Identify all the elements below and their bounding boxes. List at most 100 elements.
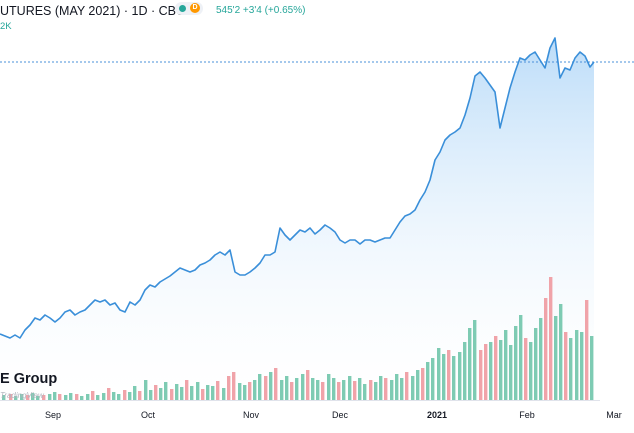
volume-bar (20, 394, 24, 400)
volume-bar (473, 320, 477, 400)
volume-bar (201, 389, 205, 400)
volume-bar (170, 389, 174, 400)
volume-bar (569, 338, 573, 400)
volume-bar (9, 394, 13, 400)
volume-bar (494, 336, 498, 400)
volume-bar (311, 378, 315, 400)
volume-bar (514, 326, 518, 400)
time-axis-label: 2021 (427, 410, 447, 420)
volume-bar (159, 388, 163, 400)
volume-bar (499, 340, 503, 400)
volume-bar (274, 368, 278, 400)
volume-bar (190, 386, 194, 400)
volume-bar (554, 316, 558, 400)
volume-bar (539, 318, 543, 400)
volume-bar (504, 330, 508, 400)
time-axis-label: Nov (243, 410, 260, 420)
delayed-data-icon: D (190, 3, 200, 13)
volume-bar (575, 330, 579, 400)
chart-header: UTURES (MAY 2021) · 1D · CBOT D 545'2 +3… (0, 0, 634, 40)
volume-bar (358, 378, 362, 400)
volume-bar (585, 300, 589, 400)
volume-bar (458, 352, 462, 400)
volume-bar (211, 386, 215, 400)
volume-bar (337, 382, 341, 400)
volume-bar (411, 376, 415, 400)
volume-bar (75, 394, 79, 400)
volume-bar (196, 382, 200, 400)
volume-bar (117, 394, 121, 400)
volume-bar (164, 382, 168, 400)
volume-bar (363, 384, 367, 400)
volume-bar (437, 348, 441, 400)
volume-bar (369, 380, 373, 400)
volume-bar (238, 383, 242, 400)
volume-bar (549, 277, 553, 400)
volume-bar (519, 315, 523, 400)
volume-bar (175, 384, 179, 400)
volume-bar (48, 394, 52, 400)
volume-bar (280, 380, 284, 400)
time-axis-label: Mar (606, 410, 622, 420)
volume-bar (248, 382, 252, 400)
volume-bar (348, 376, 352, 400)
volume-bar (529, 342, 533, 400)
volume-bar (112, 392, 116, 400)
volume-bar (290, 382, 294, 400)
volume-bar (479, 350, 483, 400)
time-axis-label: Feb (519, 410, 535, 420)
volume-bar (384, 378, 388, 400)
volume-bar (447, 350, 451, 400)
volume-bar (42, 395, 46, 400)
volume-bar (400, 378, 404, 400)
volume-bar (80, 396, 84, 400)
volume-bar (484, 344, 488, 400)
volume-bar (321, 382, 325, 400)
price-line (0, 37, 595, 339)
price-area (0, 38, 594, 400)
volume-bar (285, 376, 289, 400)
volume-bar (58, 394, 62, 400)
volume-bar (206, 385, 210, 400)
tradingview-logo: TradingView (0, 391, 44, 400)
volume-bar (222, 388, 226, 400)
volume-bar (463, 342, 467, 400)
volume-bar (36, 396, 40, 400)
volume-bar (442, 354, 446, 400)
volume-bar (269, 372, 273, 400)
volume-bar (295, 378, 299, 400)
volume-bar (154, 385, 158, 400)
volume-bar (53, 392, 57, 400)
volume-bar (431, 358, 435, 400)
volume-bar (149, 390, 153, 400)
volume-bar (390, 380, 394, 400)
volume-bar (2, 395, 6, 400)
volume-bar (395, 374, 399, 400)
price-area-fill (0, 38, 594, 400)
volume-bar (452, 356, 456, 400)
volume-bar (564, 332, 568, 400)
symbol-title[interactable]: UTURES (MAY 2021) · 1D · CBOT (0, 4, 194, 18)
volume-bar (69, 393, 73, 400)
volume-bar (544, 298, 548, 400)
volume-bar (31, 393, 35, 400)
volume-bar (374, 382, 378, 400)
volume-bar (590, 336, 594, 400)
volume-bar (342, 380, 346, 400)
volume-bar (185, 380, 189, 400)
volume-bar (327, 374, 331, 400)
volume-bar (144, 380, 148, 400)
volume-bar (559, 304, 563, 400)
volume-bar (332, 378, 336, 400)
volume-bar (26, 395, 30, 400)
volume-bar (86, 394, 90, 400)
volume-bar (227, 376, 231, 400)
status-badge[interactable]: D (175, 2, 203, 15)
volume-bar (232, 372, 236, 400)
volume-bar (264, 376, 268, 400)
volume-bar (405, 372, 409, 400)
volume-bar (468, 328, 472, 400)
volume-bar (421, 368, 425, 400)
volume-legend: 2K (0, 21, 12, 32)
